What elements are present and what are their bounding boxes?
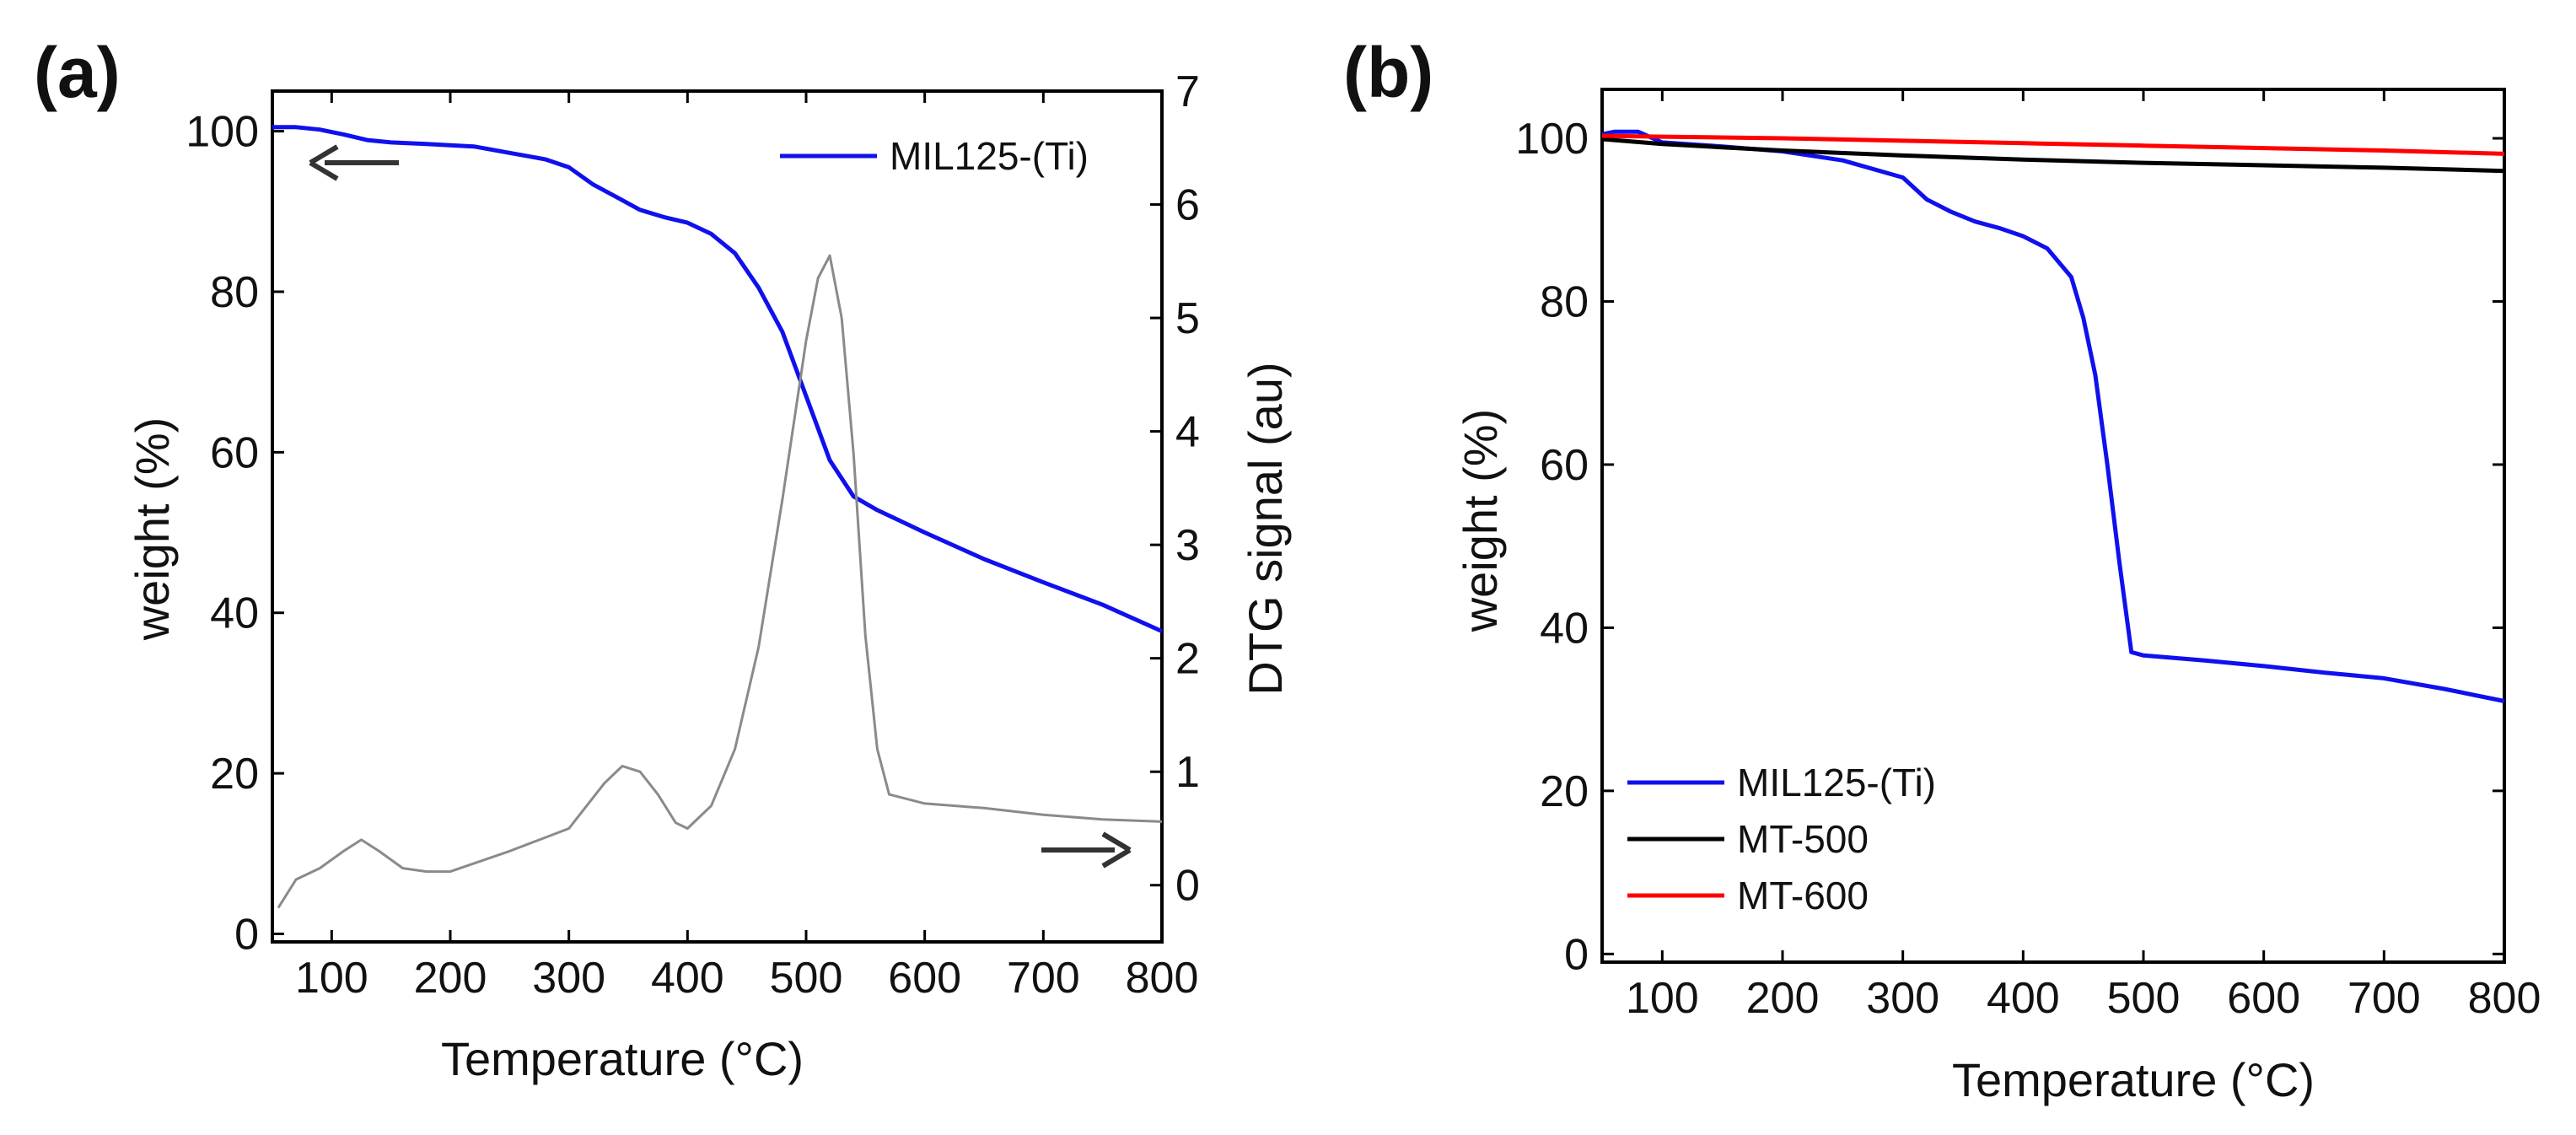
panel-a-y2-tick-label: 4 bbox=[1175, 408, 1200, 457]
panel-a-y-tick-label: 20 bbox=[210, 750, 259, 799]
panel-a-x-axis-title: Temperature (°C) bbox=[441, 1032, 804, 1085]
left-arrow bbox=[309, 144, 399, 181]
panel-a-x-tick-label: 100 bbox=[295, 954, 368, 1003]
panel-a-legend: MIL125-(Ti) bbox=[780, 134, 1089, 178]
panel-b-series-mt-600-line bbox=[1601, 133, 2505, 156]
panel-a-plot-frame bbox=[271, 89, 1164, 944]
panel-b-x-tick-label: 600 bbox=[2227, 974, 2300, 1023]
right-arrow-head bbox=[1101, 831, 1132, 869]
panel-b-legend-label-mt600: MT-600 bbox=[1737, 874, 1869, 917]
panel-b-y-tick-label: 100 bbox=[1515, 115, 1589, 164]
panel-b-x-tick-label: 200 bbox=[1746, 974, 1820, 1023]
panel-a-series-dtg-line bbox=[277, 254, 1163, 909]
panel-a-y2-tick-label: 1 bbox=[1175, 748, 1200, 797]
panel-a-y2-axis-title: DTG signal (au) bbox=[1239, 362, 1292, 695]
panel-b-x-tick-label: 800 bbox=[2468, 974, 2541, 1023]
panel-a-y2-tick-label: 5 bbox=[1175, 294, 1200, 343]
panel-b-legend: MIL125-(Ti) MT-500 MT-600 bbox=[1627, 761, 1936, 917]
panel-a-x-tick-label: 500 bbox=[770, 954, 843, 1003]
panel-b-plot-area: 100 200 300 400 500 600 700 800 0 20 40 60 80 100 bbox=[1515, 88, 2541, 1023]
panel-a-y2-tick-label: 7 bbox=[1175, 67, 1200, 116]
panel-a-x-tick-label: 600 bbox=[888, 954, 961, 1003]
panel-a-y2-tick-label: 2 bbox=[1175, 635, 1200, 684]
panel-b: (b) 100 200 300 400 500 600 700 800020406080100… bbox=[1343, 33, 2541, 1106]
panel-a-y-tick-label: 0 bbox=[234, 910, 259, 959]
panel-a-x-tick-label: 800 bbox=[1126, 954, 1199, 1003]
panel-b-y-axis-title: weight (%) bbox=[1454, 409, 1507, 633]
panel-a-legend-label-mil125: MIL125-(Ti) bbox=[890, 134, 1089, 178]
panel-b-x-tick-label: 700 bbox=[2347, 974, 2421, 1023]
panel-a-y-tick-label: 100 bbox=[186, 108, 259, 157]
panel-b-plot-frame bbox=[1600, 88, 2506, 964]
panel-b-x-tick-label: 300 bbox=[1866, 974, 1939, 1023]
right-arrow bbox=[1041, 831, 1132, 869]
panel-a-series-mil125-ti-line bbox=[272, 125, 1164, 633]
panel-a-y2-tick-label: 3 bbox=[1175, 521, 1200, 570]
panel-a-y-tick-label: 40 bbox=[210, 589, 259, 638]
panel-a: (a) 100 200 300 400 500 600 700 800020406080100… bbox=[34, 33, 1292, 1085]
panel-a-y-tick-label: 60 bbox=[210, 428, 259, 477]
panel-b-y-tick-label: 40 bbox=[1540, 604, 1589, 653]
panel-b-x-tick-label: 100 bbox=[1626, 974, 1699, 1023]
left-arrow-head bbox=[309, 144, 339, 181]
panel-a-plot-area: 100 200 300 400 500 600 700 800 0 20 40 60 80 100 0 1 2 3… bbox=[186, 67, 1200, 1003]
panel-b-y-tick-label: 80 bbox=[1540, 277, 1589, 326]
panel-b-x-tick-label: 500 bbox=[2107, 974, 2181, 1023]
panel-b-x-axis-title: Temperature (°C) bbox=[1952, 1053, 2315, 1106]
panel-b-y-tick-label: 60 bbox=[1540, 441, 1589, 490]
panel-a-y-axis-title: weight (%) bbox=[126, 417, 179, 642]
panel-a-label: (a) bbox=[34, 33, 121, 112]
panel-a-x-tick-label: 700 bbox=[1007, 954, 1080, 1003]
panel-b-y-tick-label: 0 bbox=[1564, 930, 1589, 979]
panel-a-y-tick-label: 80 bbox=[210, 268, 259, 317]
panel-a-y2-tick-label: 0 bbox=[1175, 862, 1200, 911]
panel-b-y-tick-label: 20 bbox=[1540, 767, 1589, 816]
panel-b-x-tick-label: 400 bbox=[1987, 974, 2060, 1023]
panel-b-series-mt-500-line bbox=[1601, 137, 2505, 174]
panel-b-legend-label-mt500: MT-500 bbox=[1737, 817, 1869, 861]
panel-b-legend-label-mil125: MIL125-(Ti) bbox=[1737, 761, 1936, 804]
panel-a-x-tick-label: 200 bbox=[414, 954, 487, 1003]
panel-a-y2-tick-label: 6 bbox=[1175, 181, 1200, 230]
panel-a-x-tick-label: 400 bbox=[651, 954, 724, 1003]
panel-b-series-mil125-ti-line bbox=[1601, 129, 2505, 703]
panel-b-label: (b) bbox=[1343, 33, 1433, 112]
panel-a-x-tick-label: 300 bbox=[532, 954, 605, 1003]
